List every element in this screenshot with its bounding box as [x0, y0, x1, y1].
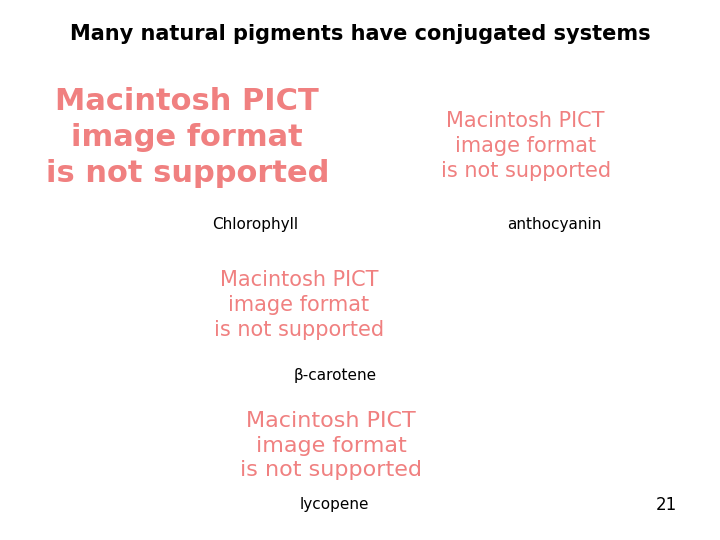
Text: Chlorophyll: Chlorophyll: [212, 217, 299, 232]
Text: lycopene: lycopene: [300, 497, 369, 512]
Text: Many natural pigments have conjugated systems: Many natural pigments have conjugated sy…: [70, 24, 650, 44]
Text: anthocyanin: anthocyanin: [507, 217, 602, 232]
Text: Macintosh PICT
image format
is not supported: Macintosh PICT image format is not suppo…: [45, 87, 329, 188]
Text: Macintosh PICT
image format
is not supported: Macintosh PICT image format is not suppo…: [240, 411, 422, 480]
Text: Macintosh PICT
image format
is not supported: Macintosh PICT image format is not suppo…: [441, 111, 611, 180]
Text: 21: 21: [655, 496, 677, 514]
Text: Macintosh PICT
image format
is not supported: Macintosh PICT image format is not suppo…: [214, 271, 384, 340]
Text: β-carotene: β-carotene: [293, 368, 377, 383]
